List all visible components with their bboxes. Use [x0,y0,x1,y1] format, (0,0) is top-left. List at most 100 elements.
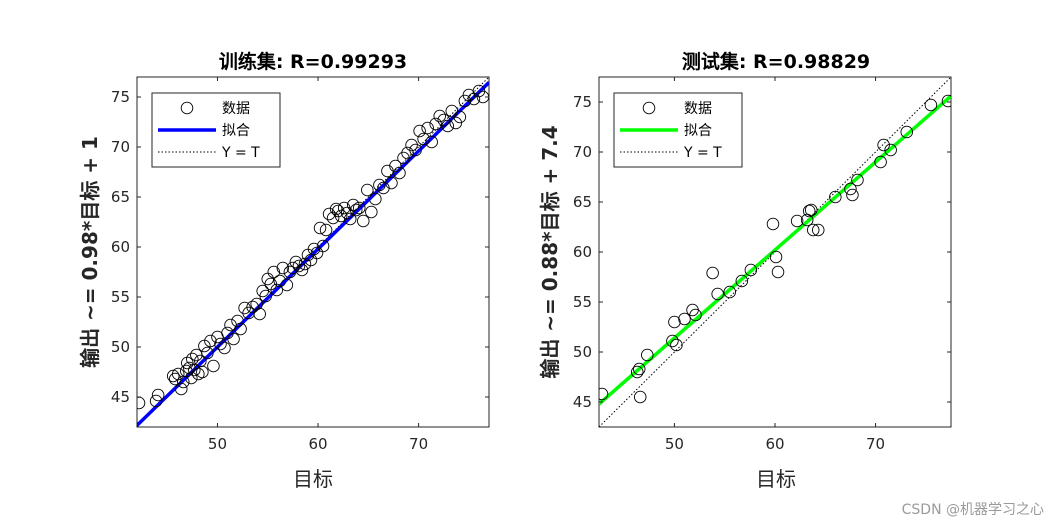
train-data-point [401,146,414,160]
train-data-point [227,332,240,346]
test-data-point [666,334,679,348]
test-data-point [766,217,780,231]
train-data-point [340,206,354,220]
test-data-point [924,98,938,112]
train-data-point [149,394,163,408]
train-data-point [280,278,294,292]
train-data-point [289,255,303,269]
train-ytick-label: 45 [111,388,130,406]
train-ytick-label: 70 [111,138,130,156]
test-data-point [706,266,719,280]
test-data-point [874,155,887,169]
train-ytick-label: 60 [111,238,130,256]
train-data-point [413,124,426,138]
train-data-point [166,369,180,383]
train-legend-label: 数据 [222,101,250,117]
test-data-point [630,365,644,379]
train-data-point [218,341,231,355]
train-data-point [389,159,402,173]
train-data-point [365,205,378,219]
train-data-point [242,306,255,320]
train-ytick-label: 75 [111,88,130,106]
train-plot-area [137,77,489,427]
test-data-point [844,182,857,196]
train-data-point [357,214,370,228]
test-data-point [829,190,842,204]
train-data-point [425,135,438,149]
train-data-point [334,209,348,223]
train-data-point [445,104,459,118]
test-data-point [802,204,816,218]
train-data-point [409,143,422,157]
test-xlabel: 目标 [756,467,796,491]
train-data-point [472,84,486,98]
train-data-point [175,382,188,396]
test-xtick-label: 60 [765,435,784,453]
test-ytick-label: 75 [573,93,592,111]
test-data-point [806,223,820,237]
train-xtick-label: 60 [308,435,327,453]
test-data-point [771,265,785,279]
test-ytick-label: 45 [573,393,592,411]
train-data-point [373,178,386,192]
train-data-point [151,388,165,402]
train-data-point [397,151,410,165]
watermark: CSDN @机器学习之心 [902,502,1044,518]
train-legend-label: 拟合 [222,123,250,139]
train-data-point [319,223,333,237]
train-data-point [437,113,450,127]
test-identity-line [599,77,951,427]
train-data-point [385,176,398,190]
train-legend-label: Y = T [221,145,260,161]
test-data-point [877,138,890,152]
test-ytick-label: 50 [573,343,592,361]
train-xlabel: 目标 [293,467,333,491]
test-ytick-label: 65 [573,193,592,211]
train-data-point [393,166,406,180]
train-data-point [298,257,312,271]
test-plot-area [599,77,951,427]
test-data-point [735,274,749,288]
train-xtick-label: 50 [208,435,227,453]
test-data-point [632,362,646,376]
test-xtick-label: 50 [665,435,684,453]
test-ylabel: 输出 ~= 0.88*目标 + 7.4 [538,125,562,378]
train-data-point [326,211,340,225]
train-data-point [286,261,300,275]
train-data-point [449,116,463,130]
train-data-point [273,274,287,288]
train-data-point [201,346,214,360]
test-data-point [769,250,783,264]
test-ytick-label: 70 [573,143,592,161]
train-data-point [329,202,343,216]
train-data-point [207,359,220,373]
test-data-point [846,188,859,202]
test-data-point [668,315,681,329]
train-data-point [234,322,247,336]
train-data-point [369,192,382,206]
test-data-point [678,312,691,326]
train-data-point [429,117,442,131]
train-data-point [231,314,244,328]
train-data-point [238,301,251,315]
test-legend-marker-data [642,101,656,115]
train-data-point [180,364,193,378]
test-data-point [790,214,804,228]
train-data-point [250,297,263,311]
train-data-point [204,334,217,348]
train-fit-line [137,81,489,427]
test-data-point [744,263,758,277]
test-data-point [641,348,654,362]
train-ylabel: 输出 ~= 0.98*目标 + 1 [78,136,102,368]
train-data-point [185,371,198,385]
train-legend-marker-data [180,101,194,115]
train-data-point [361,183,374,197]
train-title: 训练集: R=0.99293 [219,50,407,73]
train-data-point [283,265,297,279]
train-data-point [246,300,259,314]
test-data-point [851,173,864,187]
train-identity-line [137,77,489,427]
train-data-point [259,289,272,303]
train-data-point [433,109,446,123]
train-ytick-label: 50 [111,338,130,356]
